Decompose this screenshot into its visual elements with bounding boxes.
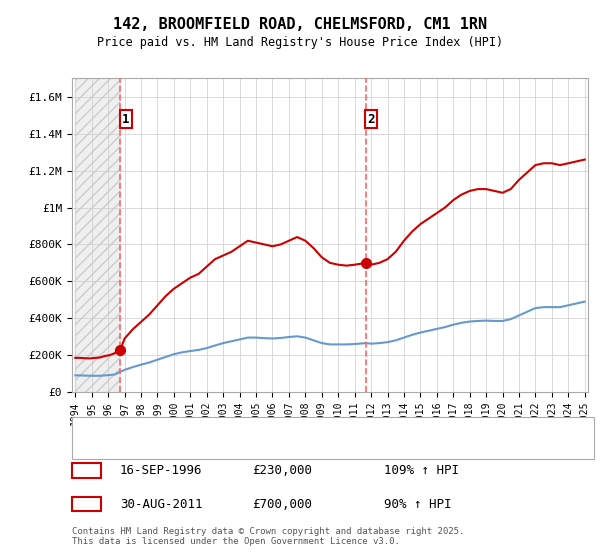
- Text: 109% ↑ HPI: 109% ↑ HPI: [384, 464, 459, 477]
- Text: 90% ↑ HPI: 90% ↑ HPI: [384, 497, 452, 511]
- Text: £230,000: £230,000: [252, 464, 312, 477]
- Bar: [75, 78, 121, 392]
- Text: 2: 2: [83, 497, 90, 511]
- Text: Price paid vs. HM Land Registry's House Price Index (HPI): Price paid vs. HM Land Registry's House …: [97, 36, 503, 49]
- Text: 2: 2: [367, 113, 375, 125]
- Text: HPI: Average price, detached house, Chelmsford: HPI: Average price, detached house, Chel…: [108, 439, 395, 449]
- Text: 1: 1: [122, 113, 130, 125]
- Text: 1: 1: [83, 464, 90, 477]
- Text: Contains HM Land Registry data © Crown copyright and database right 2025.
This d: Contains HM Land Registry data © Crown c…: [72, 526, 464, 546]
- Text: £700,000: £700,000: [252, 497, 312, 511]
- Bar: [75, 78, 121, 392]
- Text: 142, BROOMFIELD ROAD, CHELMSFORD, CM1 1RN: 142, BROOMFIELD ROAD, CHELMSFORD, CM1 1R…: [113, 17, 487, 32]
- Text: 30-AUG-2011: 30-AUG-2011: [120, 497, 203, 511]
- Text: 16-SEP-1996: 16-SEP-1996: [120, 464, 203, 477]
- Text: 142, BROOMFIELD ROAD, CHELMSFORD, CM1 1RN (detached house): 142, BROOMFIELD ROAD, CHELMSFORD, CM1 1R…: [108, 422, 470, 432]
